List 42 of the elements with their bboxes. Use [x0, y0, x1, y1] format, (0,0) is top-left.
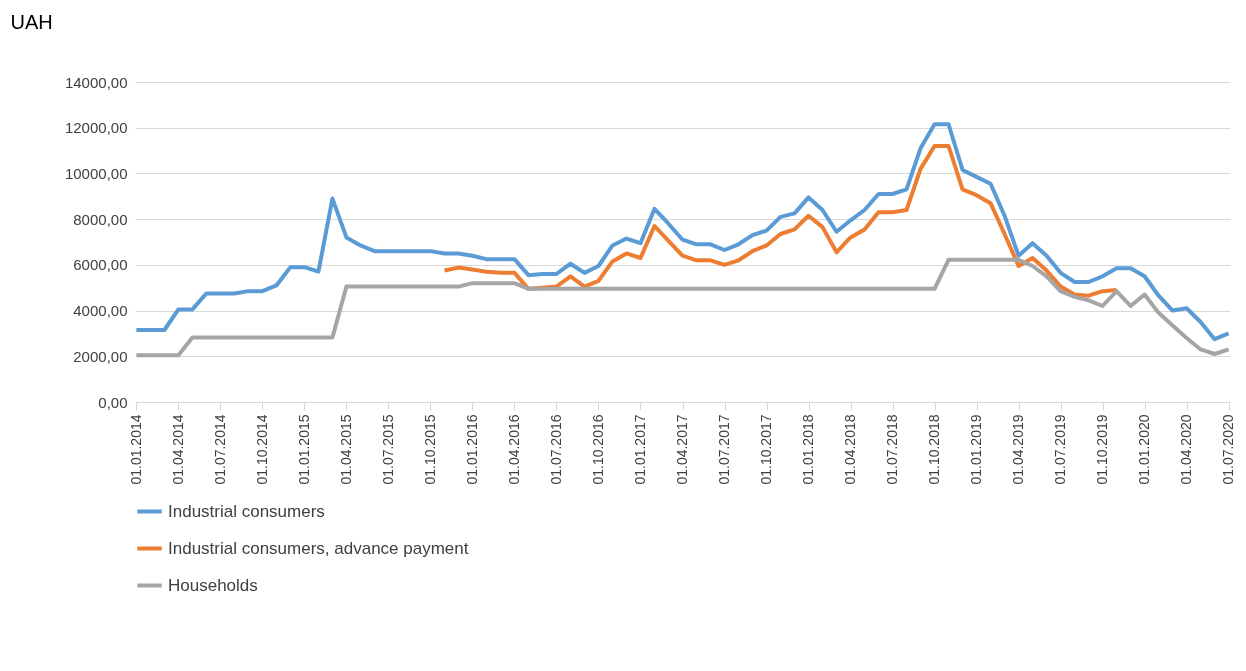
- x-tick-label: 01.10.2019: [1094, 414, 1111, 485]
- x-tick-label: 01.01.2017: [631, 414, 648, 485]
- y-axis-title: UAH: [10, 10, 53, 33]
- y-tick-label: 6000,00: [73, 256, 128, 274]
- x-tick-label: 01.04.2018: [842, 414, 859, 485]
- x-tick-label: 01.04.2016: [505, 414, 522, 485]
- x-tick-label: 01.01.2015: [295, 414, 312, 485]
- legend-label: Households: [168, 575, 258, 595]
- x-tick-label: 01.01.2014: [127, 414, 144, 485]
- y-tick-label: 14000,00: [64, 73, 128, 91]
- legend-label: Industrial consumers: [168, 501, 325, 521]
- y-tick-label: 2000,00: [73, 347, 128, 365]
- x-tick-label: 01.10.2016: [589, 414, 606, 485]
- x-tick-label: 01.07.2014: [211, 414, 228, 485]
- x-tick-label: 01.04.2015: [337, 414, 354, 485]
- x-tick-label: 01.07.2016: [547, 414, 564, 485]
- x-tick-label: 01.10.2018: [926, 414, 943, 485]
- y-tick-label: 10000,00: [64, 164, 128, 182]
- x-tick-label: 01.01.2019: [968, 414, 985, 485]
- x-tick-label: 01.01.2018: [800, 414, 817, 485]
- x-tick-label: 01.10.2015: [421, 414, 438, 485]
- x-tick-label: 01.07.2017: [716, 414, 733, 485]
- x-tick-label: 01.04.2020: [1178, 414, 1195, 485]
- x-tick-label: 01.04.2019: [1010, 414, 1027, 485]
- line-series: [134, 122, 1231, 342]
- x-tick-label: 01.04.2014: [169, 414, 186, 485]
- y-tick-label: 12000,00: [64, 119, 128, 137]
- y-tick-label: 4000,00: [73, 302, 128, 320]
- x-tick-label: 01.01.2016: [463, 414, 480, 485]
- x-tick-label: 01.07.2018: [884, 414, 901, 485]
- x-tick-label: 01.07.2020: [1220, 414, 1237, 485]
- x-tick-label: 01.01.2020: [1136, 414, 1153, 485]
- x-tick-label: 01.07.2015: [379, 414, 396, 485]
- y-tick-label: 0,00: [98, 393, 128, 411]
- x-tick-label: 01.04.2017: [674, 414, 690, 485]
- y-tick-label: 8000,00: [73, 210, 128, 228]
- line-series: [442, 144, 1119, 298]
- line-series: [134, 257, 1231, 358]
- x-tick-label: 01.10.2017: [758, 414, 775, 485]
- x-tick-label: 01.10.2014: [253, 414, 270, 485]
- x-tick-label: 01.07.2019: [1052, 414, 1069, 485]
- legend-label: Industrial consumers, advance payment: [168, 538, 469, 558]
